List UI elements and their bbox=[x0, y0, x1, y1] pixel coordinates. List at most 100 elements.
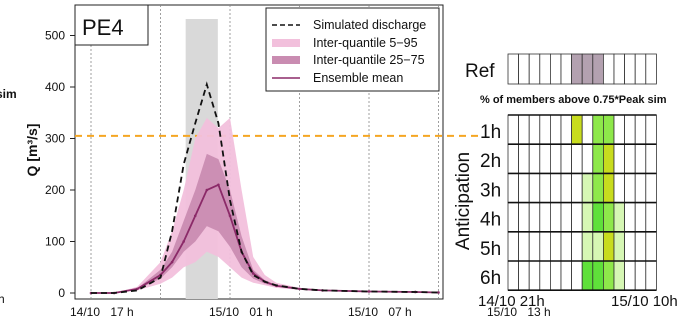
panel-label: PE4 bbox=[82, 15, 124, 40]
heatmap-cell bbox=[592, 172, 604, 203]
mean-point bbox=[367, 290, 371, 293]
heatmap-cell bbox=[528, 172, 541, 203]
mean-point bbox=[251, 272, 255, 275]
ref-cell bbox=[603, 53, 615, 85]
heatmap-row-label: 2h bbox=[480, 151, 501, 172]
heatmap-cell bbox=[539, 114, 551, 145]
heatmap-cell bbox=[507, 231, 520, 262]
heatmap-cell bbox=[613, 172, 626, 203]
ref-cell bbox=[539, 53, 551, 85]
heatmap-cell bbox=[581, 202, 594, 233]
heatmap-cell bbox=[581, 143, 594, 174]
heatmap-cell bbox=[613, 231, 626, 262]
mean-point bbox=[170, 260, 174, 264]
right-chart: Ref % of members above 0.75*Peak sim Ant… bbox=[453, 53, 678, 310]
series-line-simulated-discharge bbox=[91, 81, 439, 294]
ref-label: Ref bbox=[465, 61, 495, 82]
heatmap-cell bbox=[634, 202, 647, 233]
ref-cell bbox=[507, 53, 520, 85]
ref-cell bbox=[613, 53, 626, 85]
heatmap-cell bbox=[560, 172, 573, 203]
mean-point bbox=[298, 287, 301, 291]
heatmap-cell bbox=[613, 202, 626, 233]
heatmap-cell bbox=[518, 260, 530, 291]
mean-point bbox=[193, 214, 197, 218]
heatmap-cell bbox=[539, 231, 551, 262]
heatmap-cell bbox=[507, 172, 520, 203]
heatmap-cell bbox=[624, 172, 636, 203]
heatmap bbox=[507, 53, 657, 292]
series-band-iq-25-75 bbox=[91, 153, 439, 293]
ref-cell bbox=[645, 53, 657, 85]
x-tick-label: 01 h bbox=[249, 305, 272, 319]
heatmap-cell bbox=[550, 114, 562, 145]
heatmap-cell bbox=[634, 172, 647, 203]
heatmap-cell bbox=[624, 202, 636, 233]
ref-cell bbox=[634, 53, 647, 85]
heatmap-cell bbox=[539, 202, 551, 233]
heatmap-cell bbox=[539, 260, 551, 291]
heatmap-cell bbox=[528, 143, 541, 174]
heatmap-cell bbox=[624, 231, 636, 262]
x-tick-label: 07 h bbox=[388, 305, 411, 319]
ref-cell bbox=[571, 53, 583, 85]
heatmap-cell bbox=[581, 172, 594, 203]
heatmap-cell bbox=[571, 172, 583, 203]
series-layer bbox=[89, 81, 440, 295]
cut-text-sim: sim bbox=[0, 87, 17, 101]
heatmap-xtick-left: 14/10 21h bbox=[478, 293, 545, 310]
heatmap-row-labels: 1h 2h 3h 4h 5h 6h bbox=[480, 122, 501, 289]
heatmap-cell bbox=[634, 260, 647, 291]
heatmap-cell bbox=[571, 143, 583, 174]
x-axis: 14/10 17 h 15/10 01 h 15/10 07 h 15/10 13 h bbox=[70, 305, 551, 319]
y-axis: 0 100 200 300 400 500 bbox=[45, 29, 75, 300]
heatmap-cell bbox=[634, 231, 647, 262]
heatmap-cell bbox=[518, 202, 530, 233]
mean-point bbox=[228, 214, 232, 218]
heatmap-cell bbox=[592, 202, 604, 233]
heatmap-cell bbox=[518, 172, 530, 203]
heatmap-cell bbox=[592, 260, 604, 291]
heatmap-cell bbox=[518, 114, 530, 145]
heatmap-row-label: 5h bbox=[480, 239, 501, 260]
heatmap-cell bbox=[613, 143, 626, 174]
heatmap-cell bbox=[550, 172, 562, 203]
heatmap-cell bbox=[634, 143, 647, 174]
heatmap-cell bbox=[571, 231, 583, 262]
heatmap-cell bbox=[550, 202, 562, 233]
heatmap-cell bbox=[592, 231, 604, 262]
x-tick-label: 15/10 bbox=[487, 305, 517, 319]
heatmap-cell bbox=[528, 231, 541, 262]
heatmap-row-label: 6h bbox=[480, 268, 501, 289]
panel-label-box bbox=[74, 4, 149, 46]
cut-text-h: h bbox=[0, 292, 5, 306]
legend-label-iq-5-95: Inter-quantile 5−95 bbox=[313, 36, 418, 50]
mean-point bbox=[182, 240, 185, 243]
x-tick-label: 13 h bbox=[527, 305, 550, 319]
ref-cell bbox=[581, 53, 594, 85]
mean-point bbox=[437, 291, 440, 294]
heatmap-cell bbox=[581, 114, 594, 145]
heatmap-cell bbox=[592, 114, 604, 145]
heatmap-row-label: 3h bbox=[480, 180, 501, 201]
heatmap-cell bbox=[550, 260, 562, 291]
heatmap-cell bbox=[539, 172, 551, 203]
heatmap-cell bbox=[550, 143, 562, 174]
heatmap-cell bbox=[550, 231, 562, 262]
heatmap-cell bbox=[518, 143, 530, 174]
heatmap-cell bbox=[560, 114, 573, 145]
ref-cell bbox=[550, 53, 562, 85]
heatmap-cell bbox=[560, 260, 573, 291]
heatmap-cell bbox=[539, 143, 551, 174]
heatmap-cell bbox=[603, 114, 615, 145]
legend-label-mean: Ensemble mean bbox=[313, 71, 403, 85]
heatmap-cell bbox=[592, 143, 604, 174]
x-tick-label: 14/10 bbox=[70, 305, 100, 319]
heatmap-cell bbox=[507, 143, 520, 174]
ref-cell bbox=[560, 53, 573, 85]
legend: Simulated discharge Inter-quantile 5−95 … bbox=[265, 7, 440, 92]
heatmap-cell bbox=[613, 260, 626, 291]
heatmap-cell bbox=[528, 260, 541, 291]
mean-point bbox=[136, 287, 139, 291]
